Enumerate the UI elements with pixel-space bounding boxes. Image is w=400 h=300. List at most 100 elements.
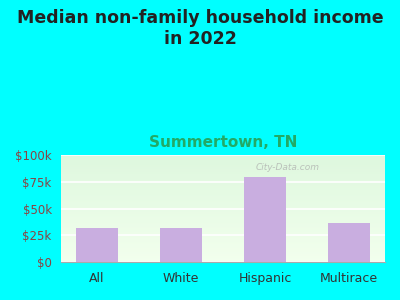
Bar [61, 233, 385, 234]
Bar [61, 228, 385, 229]
Bar [61, 204, 385, 206]
Bar [61, 241, 385, 242]
Bar [61, 209, 385, 210]
Bar [61, 211, 385, 212]
Bar [61, 165, 385, 166]
Bar [61, 213, 385, 214]
Bar [61, 176, 385, 177]
Bar [61, 170, 385, 171]
Bar [61, 160, 385, 162]
Bar [61, 200, 385, 201]
Bar [61, 224, 385, 225]
Bar [61, 192, 385, 193]
Bar [61, 250, 385, 252]
Bar [61, 229, 385, 230]
Bar [61, 261, 385, 262]
Bar [61, 242, 385, 243]
Bar [61, 155, 385, 156]
Bar [61, 252, 385, 253]
Bar [61, 203, 385, 204]
Bar [61, 198, 385, 199]
Bar [61, 223, 385, 224]
Bar [61, 212, 385, 213]
Bar [61, 236, 385, 237]
Bar [61, 159, 385, 160]
Bar [61, 210, 385, 211]
Bar [61, 259, 385, 260]
Bar [61, 245, 385, 246]
Bar [61, 243, 385, 244]
Bar [61, 207, 385, 208]
Bar [160, 228, 202, 262]
Bar [61, 256, 385, 257]
Bar [61, 168, 385, 169]
Bar [61, 219, 385, 220]
Bar [61, 246, 385, 247]
Bar [61, 240, 385, 241]
Bar [61, 172, 385, 173]
Bar [61, 179, 385, 180]
Bar [61, 237, 385, 238]
Bar [61, 195, 385, 196]
Bar [61, 184, 385, 185]
Bar [61, 174, 385, 175]
Bar [61, 182, 385, 183]
Bar [61, 208, 385, 209]
Bar [61, 201, 385, 202]
Bar [61, 180, 385, 181]
Bar [61, 162, 385, 163]
Bar [328, 223, 370, 262]
Bar [61, 238, 385, 239]
Bar [61, 257, 385, 258]
Bar [61, 190, 385, 192]
Bar [61, 218, 385, 219]
Bar [61, 178, 385, 179]
Bar [61, 220, 385, 222]
Bar [61, 167, 385, 168]
Bar [61, 177, 385, 178]
Bar [61, 248, 385, 249]
Bar [61, 197, 385, 198]
Bar [61, 255, 385, 256]
Bar [61, 226, 385, 227]
Bar [61, 260, 385, 261]
Bar [61, 163, 385, 164]
Bar [61, 217, 385, 218]
Bar [61, 187, 385, 188]
Bar [61, 234, 385, 236]
Bar [61, 244, 385, 245]
Text: City-Data.com: City-Data.com [256, 164, 320, 172]
Bar [61, 186, 385, 187]
Bar [61, 232, 385, 233]
Bar [61, 189, 385, 190]
Bar [61, 169, 385, 170]
Bar [61, 158, 385, 159]
Bar [61, 193, 385, 194]
Bar [61, 254, 385, 255]
Bar [61, 215, 385, 216]
Bar [61, 181, 385, 182]
Title: Summertown, TN: Summertown, TN [149, 135, 297, 150]
Bar [61, 188, 385, 189]
Bar [61, 258, 385, 259]
Bar [61, 253, 385, 254]
Bar [61, 230, 385, 231]
Text: Median non-family household income
in 2022: Median non-family household income in 20… [17, 9, 383, 48]
Bar [61, 194, 385, 195]
Bar [61, 156, 385, 157]
Bar [61, 231, 385, 232]
Bar [61, 225, 385, 226]
Bar [61, 214, 385, 215]
Bar [61, 222, 385, 223]
Bar [61, 183, 385, 184]
Bar [61, 247, 385, 248]
Bar [61, 173, 385, 174]
Bar [61, 171, 385, 172]
Bar [61, 249, 385, 250]
Bar [61, 206, 385, 207]
Bar [61, 227, 385, 228]
Bar [61, 199, 385, 200]
Bar [61, 164, 385, 165]
Bar [61, 157, 385, 158]
Bar [76, 228, 118, 262]
